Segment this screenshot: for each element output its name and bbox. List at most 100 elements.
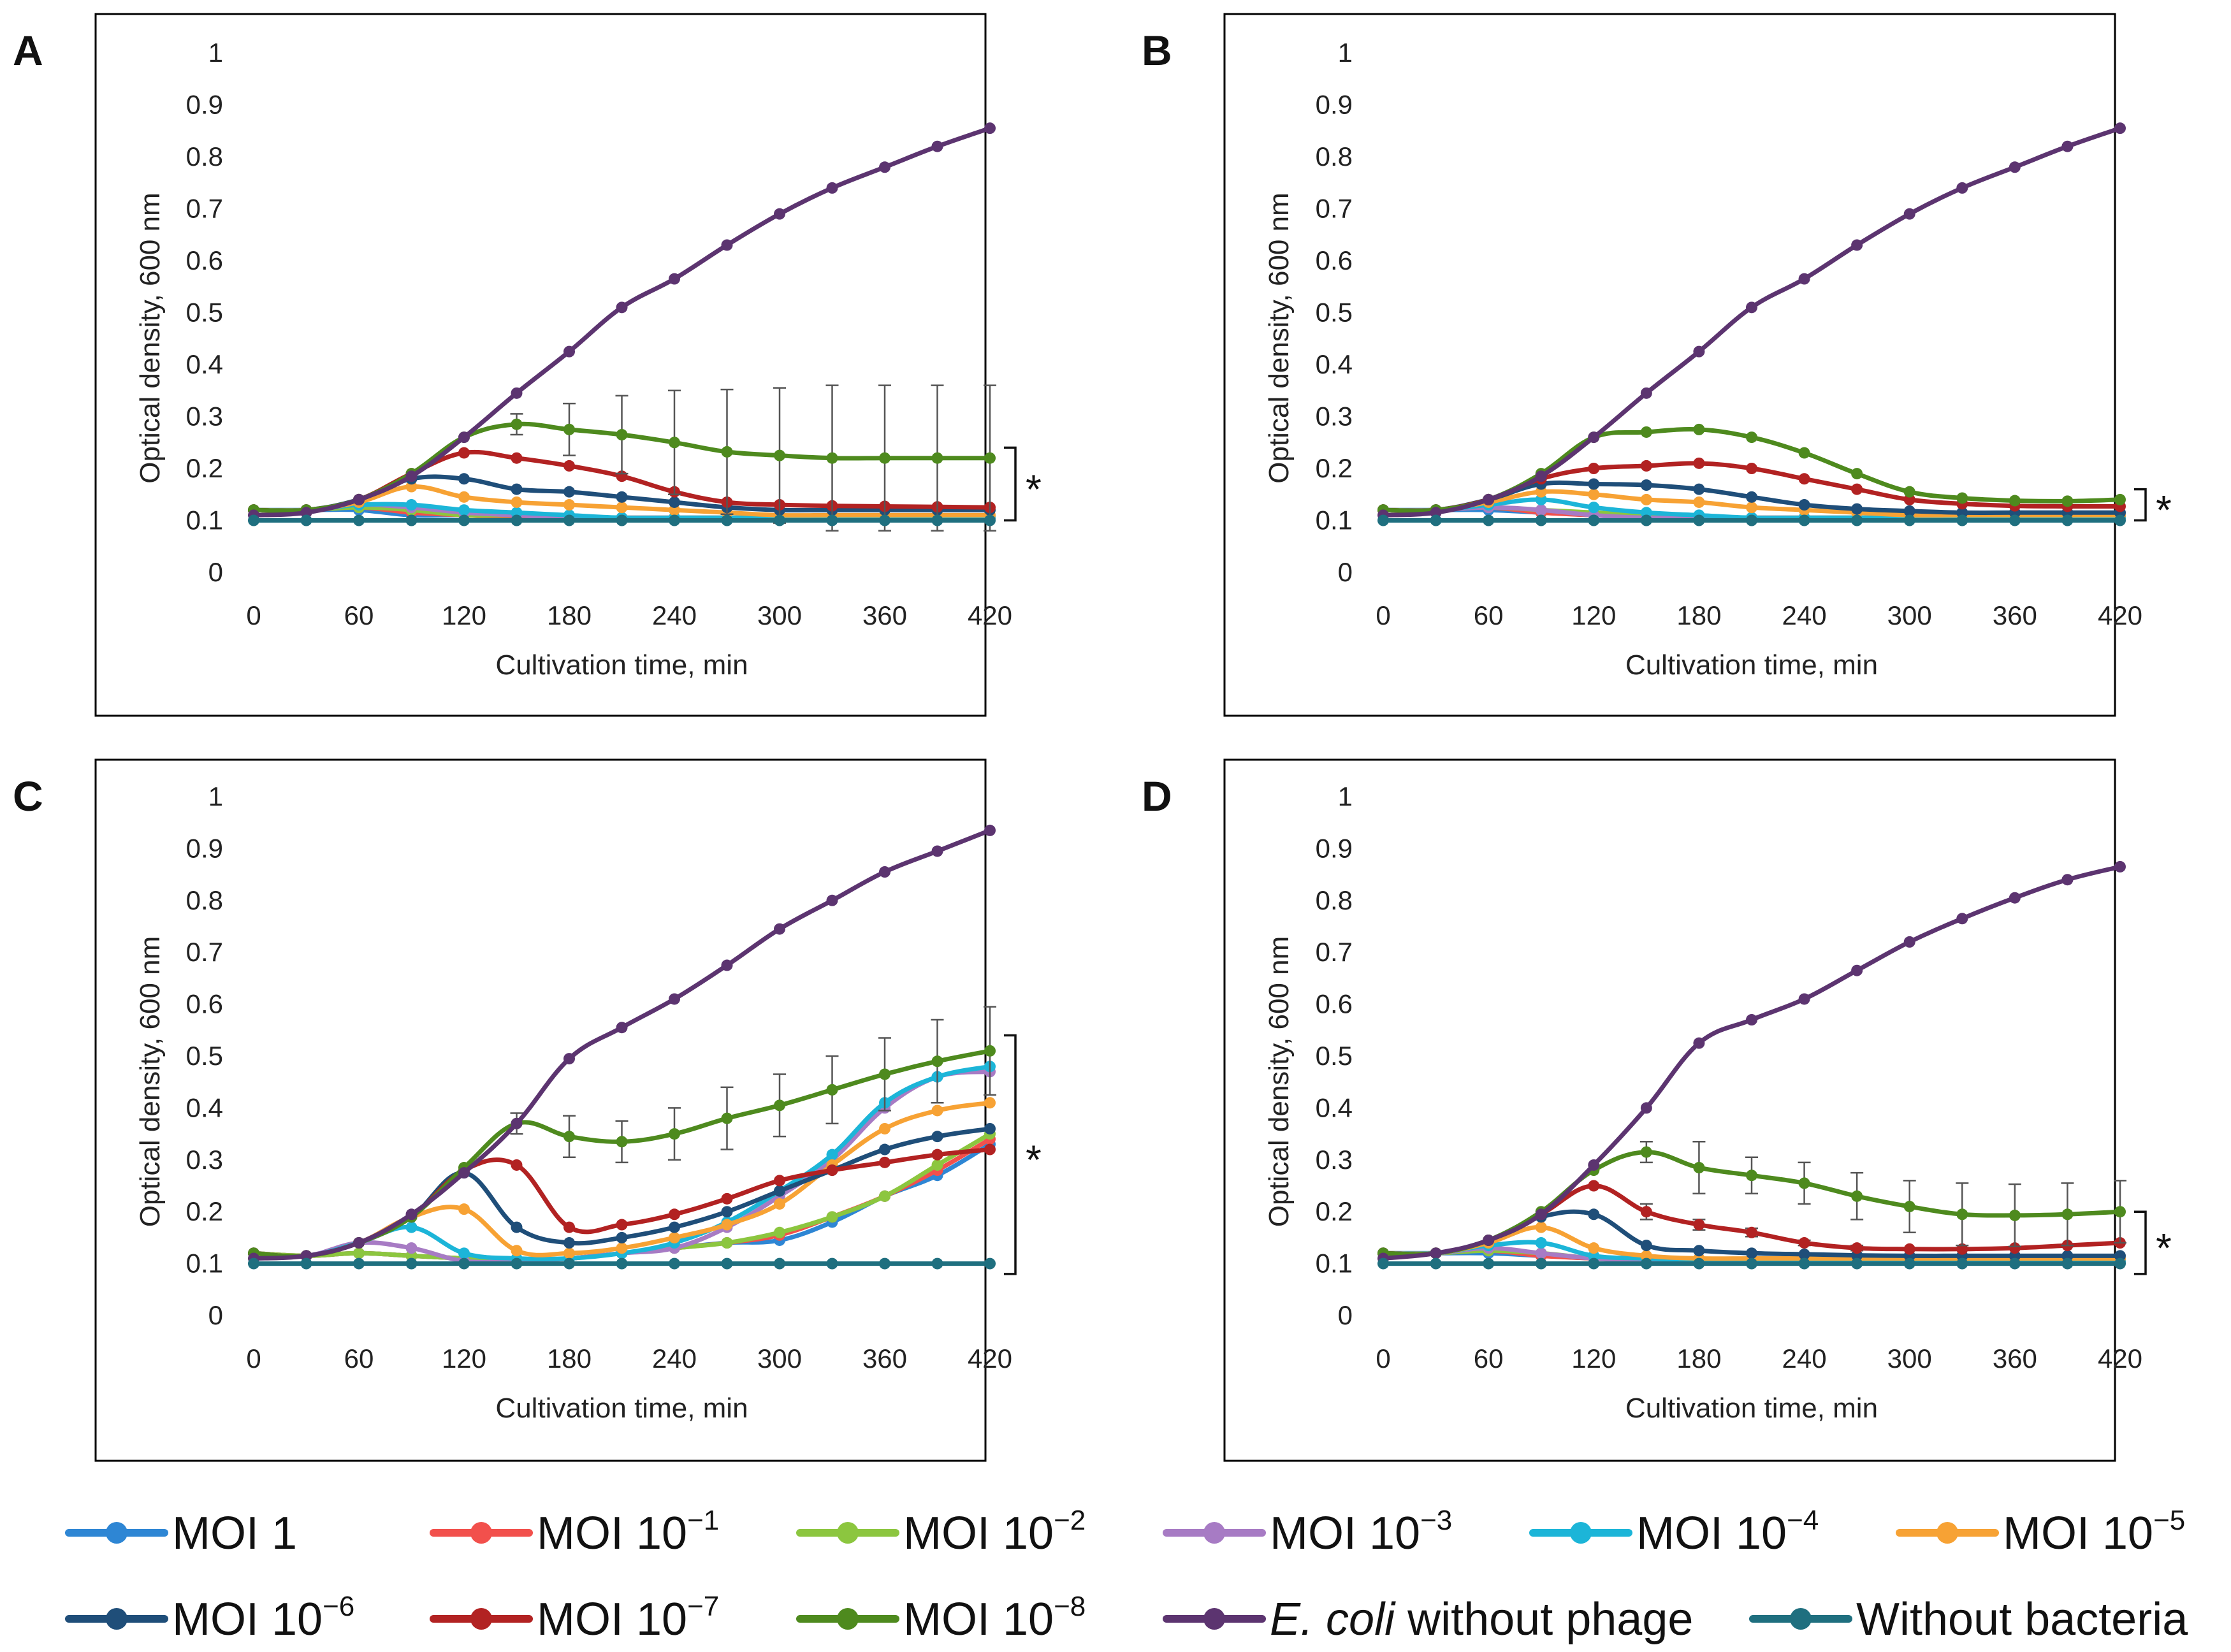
legend-label-text: MOI 10 [903, 1594, 1054, 1645]
data-point [931, 1055, 943, 1068]
legend-item-moi1e1: MOI 10−1 [430, 1505, 719, 1559]
significance-star: * [2156, 487, 2172, 533]
data-point [1430, 1257, 1442, 1270]
data-point [1693, 483, 1705, 495]
data-point [563, 1053, 575, 1065]
data-point [669, 496, 680, 508]
data-point [1640, 1257, 1652, 1270]
data-point [669, 993, 680, 1005]
data-point [1851, 964, 1863, 976]
y-tick-label: 0.5 [186, 1041, 223, 1071]
x-tick-label: 0 [1376, 600, 1390, 630]
data-point [2061, 140, 2074, 152]
y-tick-label: 0.3 [186, 402, 223, 431]
data-point [1588, 1208, 1600, 1221]
data-point [826, 514, 838, 526]
y-tick-label: 0.6 [1316, 989, 1353, 1019]
y-tick-label: 0.3 [1316, 1145, 1353, 1175]
data-point [1903, 936, 1915, 948]
y-tick-label: 0 [1338, 557, 1353, 587]
data-point [1798, 473, 1810, 485]
data-point [511, 387, 523, 399]
y-axis-label: Optical density, 600 nm [1263, 192, 1295, 484]
panel-frame [94, 13, 987, 717]
data-point [774, 1185, 785, 1197]
data-point [511, 514, 523, 526]
data-point [511, 483, 523, 495]
data-point [984, 1143, 996, 1156]
data-point [879, 514, 890, 526]
data-point [1588, 514, 1600, 526]
data-point [458, 447, 470, 459]
panel-label: A [13, 27, 43, 74]
data-point [1640, 1240, 1652, 1252]
data-point [405, 1257, 418, 1270]
y-tick-label: 0.5 [186, 298, 223, 328]
data-point [931, 1105, 943, 1117]
data-point [2009, 1257, 2021, 1270]
legend-label-superscript: −6 [323, 1591, 354, 1622]
data-point [1746, 491, 1757, 503]
data-point [1588, 431, 1600, 444]
data-point [826, 182, 838, 194]
data-point [1903, 1201, 1915, 1213]
data-point [774, 1257, 785, 1270]
y-tick-label: 0.6 [1316, 245, 1353, 275]
chart-panel-a: A 0 0.1 0.2 0.3 0.4 0.5 0.6 0.7 0.8 0.9 1 0 60 120 180 2… [13, 13, 1042, 717]
data-point [2009, 495, 2021, 507]
data-point [1903, 514, 1915, 526]
data-point [458, 1247, 470, 1259]
x-tick-label: 360 [1993, 1344, 2037, 1373]
data-point [1693, 457, 1705, 469]
y-tick-label: 1 [1338, 38, 1353, 68]
data-point [563, 499, 575, 511]
significance-bracket: * [2134, 1210, 2172, 1275]
data-point [2114, 514, 2126, 526]
data-point [511, 452, 523, 464]
data-point [879, 1257, 890, 1270]
data-point [2114, 122, 2126, 134]
y-tick-label: 0.7 [1316, 937, 1353, 967]
data-point [353, 1237, 365, 1249]
data-point [616, 429, 628, 441]
legend-label-text: without phage [1395, 1594, 1693, 1645]
legend-swatch-marker [837, 1522, 859, 1544]
data-point [774, 1175, 785, 1187]
y-tick-label: 0.4 [186, 349, 223, 379]
legend-item-moi1e7: MOI 10−7 [430, 1591, 719, 1645]
data-point [1535, 1208, 1547, 1221]
data-point [1693, 345, 1705, 358]
data-point [511, 1221, 523, 1233]
legend-swatch-marker [470, 1522, 492, 1544]
data-point [984, 122, 996, 134]
data-point [1535, 470, 1547, 482]
y-tick-label: 0.2 [1316, 1196, 1353, 1226]
data-point [458, 514, 470, 526]
data-point [1798, 1177, 1810, 1189]
y-tick-label: 0.8 [186, 141, 223, 171]
data-point [984, 1045, 996, 1057]
data-point [616, 502, 628, 514]
panel-frame [94, 758, 987, 1462]
legend-item-moi1e2: MOI 10−2 [796, 1505, 1086, 1559]
data-point [458, 491, 470, 503]
significance-bracket: * [1004, 446, 1042, 522]
data-point [669, 1128, 680, 1140]
y-tick-label: 1 [208, 781, 223, 811]
data-point [1903, 1257, 1915, 1270]
legend-label-text: MOI 1 [172, 1508, 297, 1559]
data-point [563, 423, 575, 435]
data-point [984, 514, 996, 526]
y-tick-label: 0.3 [186, 1145, 223, 1175]
y-tick-label: 0.1 [186, 505, 223, 535]
data-point [1903, 1243, 1915, 1255]
x-tick-label: 180 [1676, 1344, 1721, 1373]
data-point [1746, 1226, 1757, 1238]
x-tick-label: 240 [652, 1344, 697, 1373]
y-tick-label: 0.2 [186, 1196, 223, 1226]
data-point [879, 1068, 890, 1080]
data-point [879, 1190, 890, 1202]
data-point [1535, 1237, 1547, 1249]
significance-star: * [2156, 1225, 2172, 1271]
y-tick-label: 0.7 [186, 937, 223, 967]
